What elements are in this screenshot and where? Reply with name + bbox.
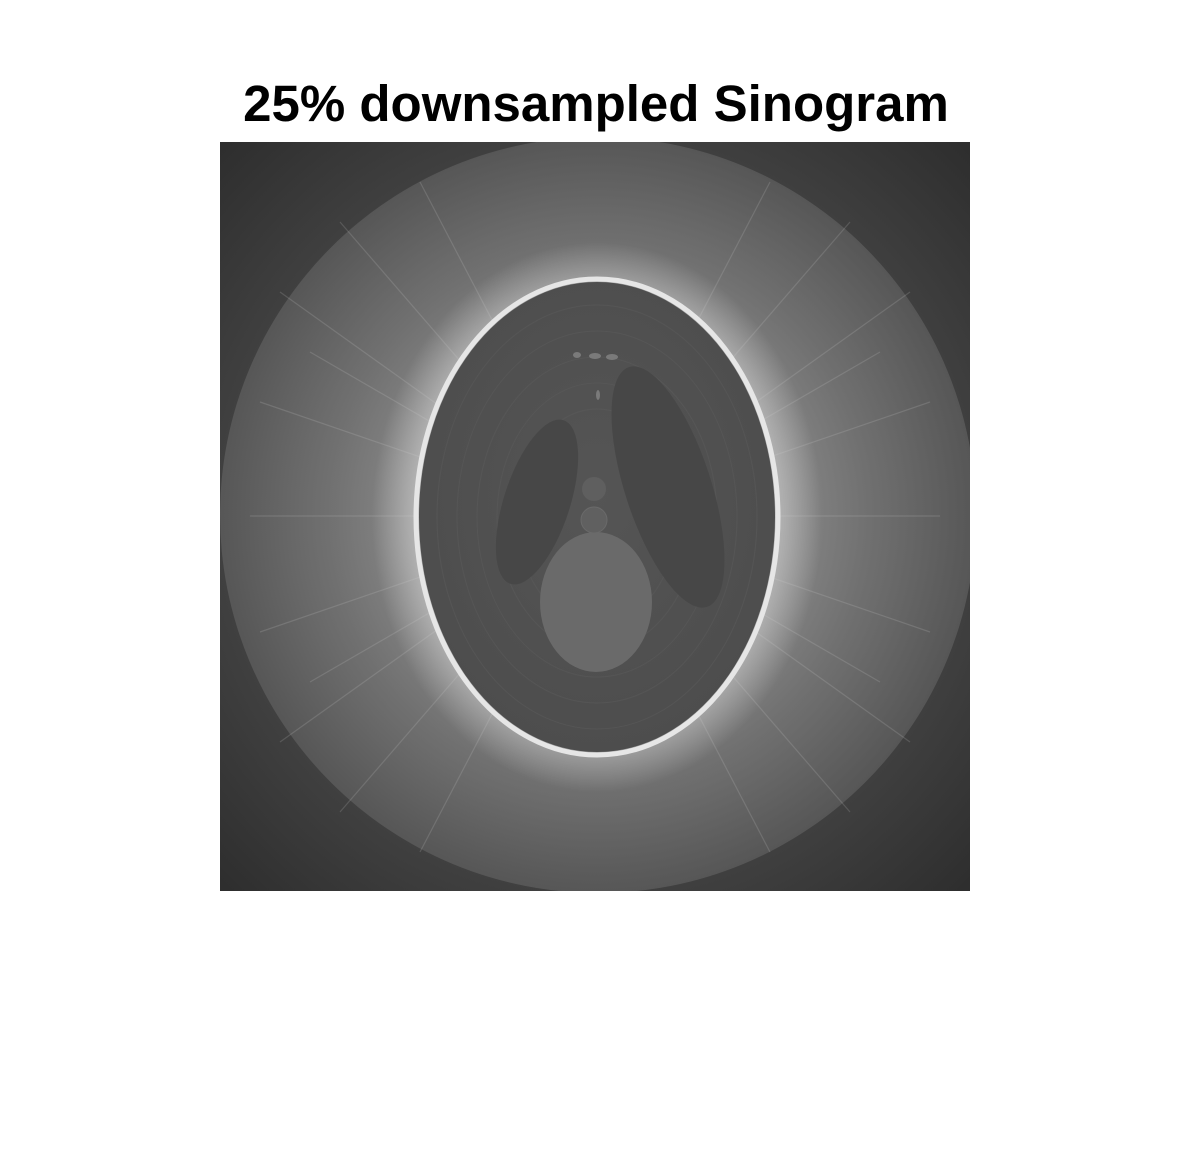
top-dots xyxy=(573,352,618,400)
phantom-rim xyxy=(413,276,781,758)
reconstruction-image xyxy=(220,142,970,891)
reconstruction-canvas xyxy=(220,142,970,891)
center-blob xyxy=(540,532,652,672)
small-circle-upper xyxy=(582,477,606,501)
figure-title: 25% downsampled Sinogram xyxy=(243,75,949,132)
right-lobe xyxy=(611,366,725,608)
left-lobe xyxy=(495,419,579,585)
small-circle-lower xyxy=(580,506,608,534)
